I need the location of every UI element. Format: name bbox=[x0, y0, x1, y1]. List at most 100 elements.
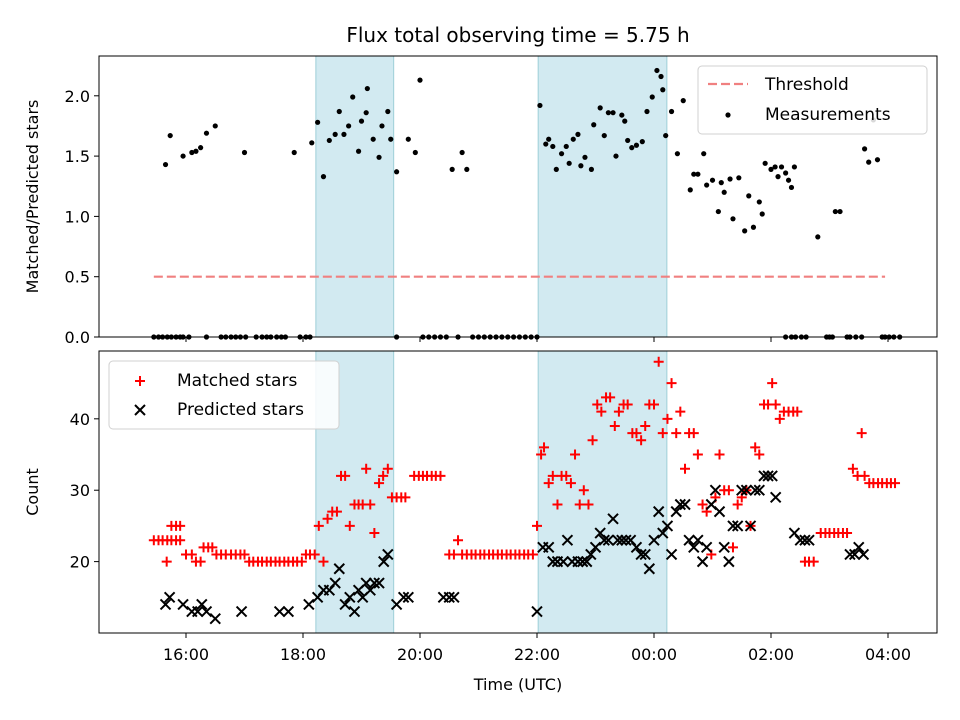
measurement-point bbox=[762, 160, 768, 166]
measurement-point bbox=[709, 177, 716, 183]
legend-measurement-swatch bbox=[725, 112, 731, 118]
measurement-point bbox=[815, 234, 821, 240]
ratio-panel: 0.0 0.5 1.0 1.5 2.0 Matched/Predicted stars Th… bbox=[23, 55, 938, 347]
measurement-point bbox=[668, 108, 675, 115]
matched-star-point bbox=[369, 528, 380, 539]
measurement-point bbox=[778, 164, 785, 170]
matched-star-point bbox=[792, 406, 803, 417]
measurement-point bbox=[336, 108, 342, 115]
measurement-point bbox=[785, 177, 792, 183]
measurement-point bbox=[364, 85, 370, 92]
predicted-star-point bbox=[799, 534, 811, 546]
measurement-point bbox=[167, 132, 173, 139]
predicted-star-point bbox=[589, 541, 602, 554]
matched-star-point bbox=[296, 556, 307, 567]
predicted-star-point bbox=[713, 505, 726, 518]
measurement-point bbox=[605, 110, 611, 116]
shaded-band bbox=[537, 55, 668, 338]
predicted-star-point bbox=[602, 534, 615, 546]
measurement-point bbox=[379, 123, 385, 129]
matched-star-point bbox=[378, 470, 389, 481]
measurement-point bbox=[575, 131, 581, 137]
matched-star-point bbox=[400, 492, 411, 503]
predicted-star-point bbox=[196, 598, 208, 611]
matched-star-point bbox=[578, 485, 589, 496]
predicted-star-point bbox=[402, 591, 415, 604]
predicted-star-point bbox=[652, 505, 665, 518]
measurement-point bbox=[759, 211, 765, 217]
predicted-star-point bbox=[665, 548, 678, 561]
measurement-point bbox=[332, 131, 338, 137]
x-tick-label: 22:00 bbox=[514, 645, 560, 664]
matched-star-point bbox=[596, 406, 607, 417]
legend-predicted-label: Predicted stars bbox=[177, 400, 304, 420]
measurement-point bbox=[537, 102, 543, 109]
matched-star-point bbox=[536, 449, 547, 460]
measurement-point bbox=[649, 94, 655, 100]
matched-star-point bbox=[859, 470, 870, 481]
x-axis-label: Time (UTC) bbox=[473, 675, 562, 694]
measurement-point bbox=[654, 67, 660, 74]
measurement-point bbox=[189, 149, 195, 156]
matched-star-point bbox=[340, 470, 351, 481]
matched-star-point bbox=[662, 413, 673, 424]
matched-star-point bbox=[365, 499, 376, 510]
matched-star-point bbox=[175, 520, 186, 531]
matched-star-point bbox=[453, 535, 464, 546]
matched-star-point bbox=[609, 420, 620, 431]
predicted-star-point bbox=[282, 605, 295, 618]
measurement-point bbox=[736, 175, 742, 181]
matched-star-point bbox=[657, 428, 668, 439]
matched-star-point bbox=[207, 542, 218, 553]
predicted-star-point bbox=[177, 598, 189, 611]
matched-star-point bbox=[561, 470, 572, 481]
measurement-point bbox=[326, 137, 332, 144]
predicted-star-point bbox=[344, 591, 356, 604]
matched-star-point bbox=[666, 378, 677, 389]
count-panel: 20 30 40 Count Matched stars Predicted stars 1… bbox=[23, 350, 938, 694]
predicted-star-point bbox=[235, 605, 248, 618]
predicted-star-point bbox=[766, 470, 778, 482]
matched-star-point bbox=[767, 378, 778, 389]
measurement-point bbox=[629, 145, 635, 151]
legend-box bbox=[108, 360, 340, 430]
y-tick-label: 1.5 bbox=[65, 147, 90, 166]
measurement-point bbox=[674, 151, 681, 157]
predicted-star-point bbox=[612, 534, 624, 546]
predicted-star-point bbox=[657, 527, 669, 539]
predicted-star-point bbox=[731, 520, 744, 532]
predicted-star-point bbox=[727, 520, 739, 532]
measurement-point bbox=[742, 228, 748, 234]
measurement-point bbox=[412, 149, 418, 156]
predicted-star-point bbox=[674, 498, 687, 511]
measurement-point bbox=[346, 123, 352, 129]
measurement-point bbox=[291, 149, 297, 156]
matched-star-point bbox=[856, 428, 867, 439]
matched-star-point bbox=[374, 478, 385, 489]
measurement-point bbox=[464, 166, 470, 172]
predicted-star-point bbox=[443, 591, 455, 604]
predicted-star-point bbox=[163, 591, 176, 604]
predicted-star-point bbox=[360, 577, 372, 589]
matched-star-point bbox=[631, 428, 642, 439]
measurement-point bbox=[730, 216, 736, 222]
predicted-star-point bbox=[696, 555, 709, 568]
predicted-star-point bbox=[378, 555, 390, 568]
predicted-star-point bbox=[844, 548, 856, 561]
measurement-point bbox=[459, 149, 465, 156]
measurement-point bbox=[727, 176, 733, 182]
matched-star-point bbox=[732, 499, 743, 510]
predicted-star-point bbox=[744, 520, 757, 532]
measurement-point bbox=[355, 148, 362, 154]
matched-star-point bbox=[613, 406, 624, 417]
matched-star-point bbox=[671, 428, 682, 439]
matched-star-point bbox=[175, 535, 186, 546]
predicted-star-point bbox=[364, 584, 376, 596]
measurement-point bbox=[691, 171, 697, 177]
predicted-star-point bbox=[547, 555, 559, 568]
matched-star-point bbox=[239, 549, 250, 560]
measurement-point bbox=[680, 98, 686, 104]
predicted-star-point bbox=[688, 541, 700, 554]
matched-star-point bbox=[653, 356, 664, 367]
measurement-point bbox=[775, 174, 781, 180]
